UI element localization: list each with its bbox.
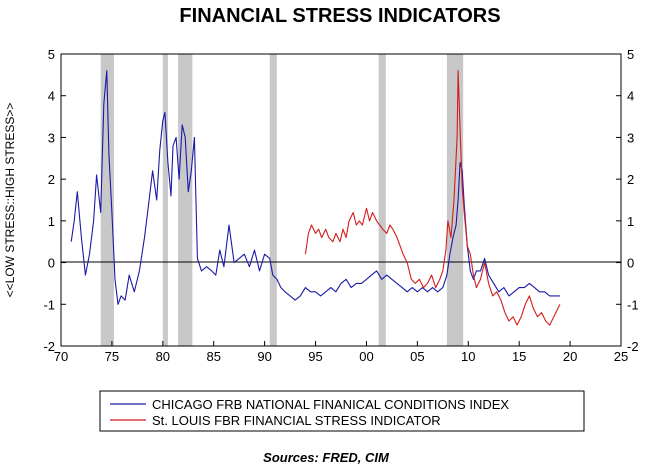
series-lines [70,70,561,326]
recession-band-1 [162,54,168,346]
x-tick-label: 05 [410,349,424,364]
y-tick-label-right: -2 [627,339,639,354]
y-axis-left: -2 -1 0 1 2 3 4 5 [43,47,66,354]
x-tick-label: 80 [156,349,170,364]
x-tick-label: 25 [614,349,628,364]
source-note: Sources: FRED, CIM [263,450,390,465]
x-tick-label: 75 [105,349,119,364]
x-axis: 70 75 80 85 90 95 00 05 10 15 20 25 [54,341,628,364]
plot-frame [60,53,622,347]
y-tick-label-left: 3 [48,130,55,145]
y-tick-label-right: 1 [627,214,634,229]
recession-band-4 [378,54,386,346]
y-tick-label-right: 3 [627,130,634,145]
legend-items: CHICAGO FRB NATIONAL FINANICAL CONDITION… [110,397,509,428]
x-tick-label: 20 [563,349,577,364]
x-tick-label: 95 [308,349,322,364]
recession-band-3 [269,54,277,346]
y-tick-label-left: 1 [48,214,55,229]
recession-band-0 [100,54,114,346]
x-tick-label: 15 [512,349,526,364]
y-tick-label-right: 5 [627,47,634,62]
recession-band-2 [178,54,193,346]
recession-bands [100,54,464,346]
y-axis-label: <<LOW STRESS::HIGH STRESS>> [3,103,17,298]
chart-title: FINANCIAL STRESS INDICATORS [179,5,500,27]
recession-band-5 [446,54,464,346]
x-tick-label: 00 [359,349,373,364]
legend-label-0: CHICAGO FRB NATIONAL FINANICAL CONDITION… [152,397,509,412]
series-line-0 [70,70,560,305]
y-tick-label-left: 0 [48,256,55,271]
y-tick-label-right: -1 [627,297,639,312]
x-tick-label: 85 [206,349,220,364]
y-tick-label-left: 2 [48,172,55,187]
series-line-1 [304,70,561,326]
y-tick-label-left: 5 [48,47,55,62]
x-tick-label: 10 [461,349,475,364]
y-axis-right: -2 -1 0 1 2 3 4 5 [616,47,639,354]
y-tick-label-right: 4 [627,89,634,104]
x-tick-label: 90 [257,349,271,364]
legend [99,390,585,432]
legend-label-1: St. LOUIS FBR FINANCIAL STRESS INDICATOR [152,413,441,428]
x-tick-label: 70 [54,349,68,364]
y-tick-label-left: -2 [43,339,55,354]
y-tick-label-left: 4 [48,89,55,104]
y-tick-label-left: -1 [43,297,55,312]
y-tick-label-right: 0 [627,256,634,271]
y-tick-label-right: 2 [627,172,634,187]
